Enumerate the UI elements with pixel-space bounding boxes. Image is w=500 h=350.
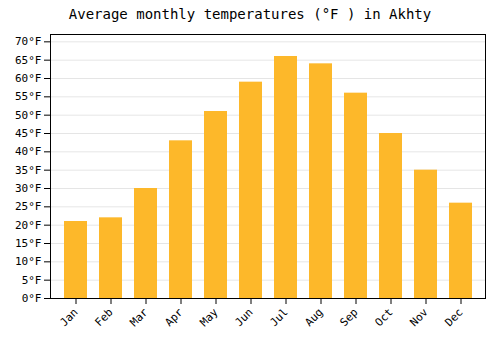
svg-text:Dec: Dec [442, 306, 465, 329]
svg-text:Aug: Aug [302, 306, 325, 329]
svg-text:Sep: Sep [337, 306, 360, 329]
svg-text:50°F: 50°F [15, 109, 42, 122]
svg-text:5°F: 5°F [22, 274, 42, 287]
svg-text:60°F: 60°F [15, 72, 42, 85]
html-text:Average monthly temperatures (: Average monthly temperatures (°F ) in Ak… [68, 6, 432, 22]
svg-text:0°F: 0°F [22, 292, 42, 305]
svg-text:55°F: 55°F [15, 90, 42, 103]
svg-text:Oct: Oct [372, 306, 395, 329]
svg-text:30°F: 30°F [15, 182, 42, 195]
svg-text:Jan: Jan [57, 306, 80, 329]
svg-text:Mar: Mar [127, 305, 151, 329]
svg-text:Jul: Jul [267, 306, 290, 329]
svg-text:Jun: Jun [232, 306, 255, 329]
svg-text:Nov: Nov [407, 305, 431, 329]
svg-text:65°F: 65°F [15, 54, 42, 67]
svg-text:15°F: 15°F [15, 237, 42, 250]
svg-text:25°F: 25°F [15, 200, 42, 213]
svg-text:45°F: 45°F [15, 127, 42, 140]
svg-text:May: May [197, 305, 221, 329]
svg-text:40°F: 40°F [15, 145, 42, 158]
svg-text:70°F: 70°F [15, 35, 42, 48]
svg-text:Apr: Apr [162, 305, 186, 329]
svg-text:20°F: 20°F [15, 219, 42, 232]
svg-text:10°F: 10°F [15, 255, 42, 268]
svg-text:35°F: 35°F [15, 164, 42, 177]
svg-text:Feb: Feb [92, 306, 115, 329]
